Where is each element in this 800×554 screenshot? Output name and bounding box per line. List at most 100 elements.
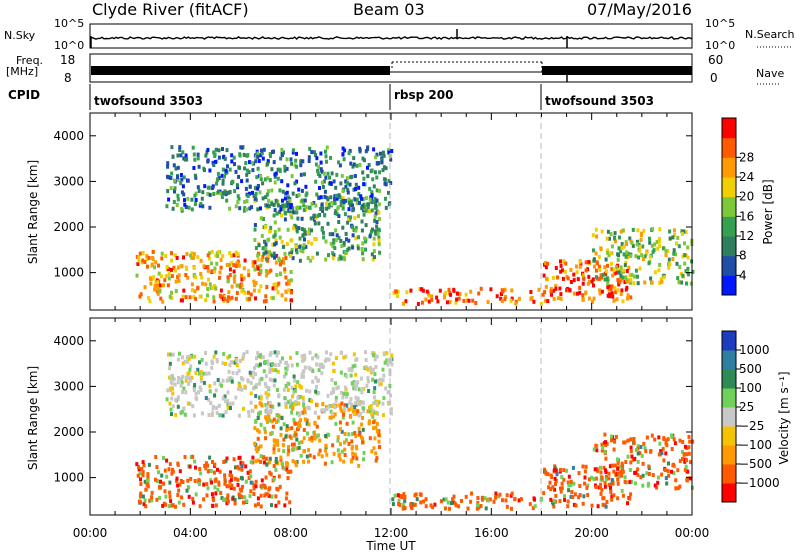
echo-cell [306, 240, 310, 245]
echo-cell [171, 386, 174, 391]
echo-cell [256, 253, 260, 258]
echo-cell [284, 256, 288, 260]
freq-unit: [MHz] [6, 65, 38, 78]
echo-cell [263, 382, 267, 386]
echo-cell [167, 504, 171, 509]
echo-cell [339, 427, 342, 432]
echo-cell [599, 491, 603, 496]
echo-cell [304, 184, 308, 189]
echo-cell [190, 288, 194, 293]
echo-cell [224, 190, 228, 195]
echo-cell [630, 479, 633, 484]
echo-cell [287, 426, 291, 431]
echo-cell [358, 146, 362, 151]
echo-cell [361, 427, 365, 432]
echo-cell [375, 152, 379, 157]
echo-cell [277, 448, 281, 453]
echo-cell [501, 498, 504, 503]
echo-cell [381, 401, 385, 406]
echo-cell [616, 496, 620, 501]
echo-cell [605, 236, 609, 241]
echo-cell [165, 458, 169, 463]
echo-cell [324, 149, 327, 154]
echo-cell [552, 498, 556, 503]
echo-cell [252, 288, 256, 293]
echo-cell [320, 454, 324, 459]
echo-cell [364, 208, 368, 213]
echo-cell [240, 179, 244, 184]
echo-cell [173, 253, 177, 258]
echo-cell [353, 412, 357, 417]
x-tick-label: 16:00 [474, 526, 509, 540]
echo-cell [264, 456, 268, 461]
echo-cell [555, 472, 559, 477]
echo-cell [350, 381, 354, 386]
echo-cell [211, 411, 214, 416]
echo-cell [238, 206, 242, 211]
echo-cell [353, 197, 357, 202]
echo-cell [273, 255, 276, 260]
echo-cell [638, 244, 642, 249]
echo-cell [251, 190, 254, 195]
echo-cell [294, 247, 298, 252]
echo-cell [683, 459, 687, 464]
echo-cell [206, 463, 209, 468]
echo-cell [342, 240, 346, 245]
echo-cell [294, 224, 298, 229]
echo-cell [286, 227, 290, 232]
echo-cell [375, 209, 379, 214]
echo-cell [197, 482, 201, 487]
echo-cell [372, 184, 376, 189]
echo-cell [142, 502, 146, 507]
echo-cell [348, 367, 352, 372]
echo-cell [333, 405, 337, 410]
echo-cell [196, 156, 200, 161]
echo-cell [610, 284, 614, 289]
echo-cell [285, 428, 289, 433]
echo-cell [225, 378, 229, 383]
echo-cell [265, 395, 269, 400]
echo-cell [182, 288, 186, 293]
echo-cell [273, 363, 277, 368]
echo-cell [165, 204, 169, 209]
echo-cell [659, 277, 663, 282]
echo-cell [270, 494, 274, 499]
echo-cell [374, 458, 378, 463]
echo-cell [279, 207, 283, 212]
echo-cell [150, 495, 154, 500]
echo-cell [272, 438, 276, 443]
echo-cell [299, 418, 303, 423]
echo-cell [443, 295, 446, 300]
echo-cell [329, 241, 333, 246]
echo-cell [282, 422, 286, 427]
echo-cell [248, 184, 252, 189]
echo-cell [280, 153, 284, 158]
echo-cell [683, 241, 686, 246]
echo-cell [315, 362, 318, 367]
echo-cell [355, 456, 359, 461]
echo-cell [339, 256, 343, 261]
echo-cell [670, 435, 674, 439]
echo-cell [342, 412, 345, 417]
echo-cell [372, 249, 376, 254]
echo-cell [350, 439, 354, 444]
echo-cell [306, 256, 310, 261]
echo-cell [301, 198, 305, 203]
echo-cell [349, 459, 353, 464]
echo-cell [219, 490, 223, 495]
echo-cell [566, 499, 570, 504]
echo-cell [284, 371, 288, 376]
velocity-colorbar-tick: −500 [739, 457, 772, 471]
echo-cell [691, 439, 695, 444]
echo-cell [188, 367, 192, 372]
echo-cell [265, 419, 269, 424]
echo-cell [666, 437, 670, 442]
echo-cell [606, 248, 610, 253]
echo-cell [150, 498, 154, 503]
echo-cell [572, 291, 576, 296]
echo-cell [338, 420, 342, 425]
echo-cell [301, 200, 305, 205]
echo-cell [258, 190, 262, 195]
